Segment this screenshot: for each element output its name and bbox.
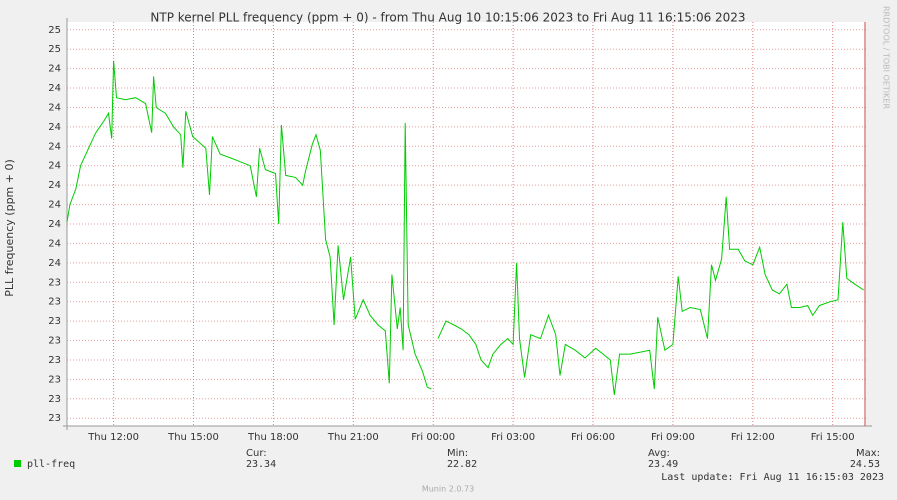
y-tick-label: 24 xyxy=(48,161,61,172)
y-tick-label: 23 xyxy=(48,297,61,308)
x-tick-label: Fri 12:00 xyxy=(731,432,775,443)
y-tick-label: 24 xyxy=(48,238,61,249)
x-tick-label: Fri 03:00 xyxy=(491,432,535,443)
x-tick-label: Fri 06:00 xyxy=(571,432,615,443)
y-tick-label: 25 xyxy=(48,25,61,36)
y-tick-label: 23 xyxy=(48,355,61,366)
stat-value: 23.34 xyxy=(246,459,276,470)
stat-value: 22.82 xyxy=(447,459,477,470)
side-text: RRDTOOL / TOBI OETIKER xyxy=(882,6,891,109)
x-tick-label: Fri 09:00 xyxy=(651,432,695,443)
y-tick-label: 23 xyxy=(48,394,61,405)
y-tick-label: 23 xyxy=(48,277,61,288)
x-tick-label: Thu 12:00 xyxy=(87,432,139,443)
y-tick-label: 23 xyxy=(48,374,61,385)
x-tick-label: Thu 21:00 xyxy=(327,432,379,443)
y-tick-label: 24 xyxy=(48,83,61,94)
y-tick-label: 24 xyxy=(48,180,61,191)
stat-label: Max: xyxy=(856,448,880,459)
y-tick-label: 23 xyxy=(48,413,61,424)
y-axis-label: PLL frequency (ppm + 0) xyxy=(3,159,16,297)
y-tick-label: 23 xyxy=(48,316,61,327)
stat-label: Cur: xyxy=(246,448,267,459)
y-tick-label: 24 xyxy=(48,141,61,152)
x-tick-label: Thu 15:00 xyxy=(167,432,219,443)
stat-label: Avg: xyxy=(648,448,670,459)
y-tick-label: 24 xyxy=(48,102,61,113)
data-line xyxy=(66,60,864,395)
y-tick-label: 25 xyxy=(48,44,61,55)
x-tick-label: Fri 15:00 xyxy=(811,432,855,443)
y-tick-label: 24 xyxy=(48,122,61,133)
y-tick-label: 24 xyxy=(48,200,61,211)
y-tick-label: 24 xyxy=(48,258,61,269)
y-tick-label: 24 xyxy=(48,219,61,230)
x-tick-label: Fri 00:00 xyxy=(411,432,455,443)
x-tick-label: Thu 18:00 xyxy=(247,432,299,443)
stat-value: 23.49 xyxy=(648,459,678,470)
chart-title: NTP kernel PLL frequency (ppm + 0) - fro… xyxy=(150,11,745,25)
stat-value: 24.53 xyxy=(850,459,880,470)
y-tick-label: 24 xyxy=(48,64,61,75)
last-update: Last update: Fri Aug 11 16:15:03 2023 xyxy=(661,472,884,483)
stat-label: Min: xyxy=(447,448,468,459)
footer: Munin 2.0.73 xyxy=(422,485,474,494)
legend-swatch xyxy=(14,460,21,467)
y-tick-label: 23 xyxy=(48,336,61,347)
legend-entry: pll-freq xyxy=(27,459,75,470)
